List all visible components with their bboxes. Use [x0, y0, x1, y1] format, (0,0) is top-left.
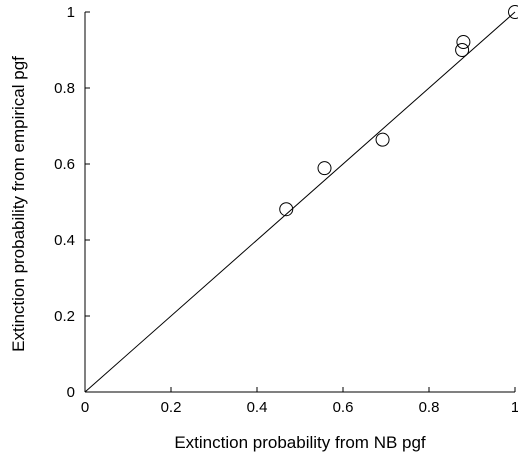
y-tick-label: 0.6 [54, 156, 75, 173]
x-tick-label: 0.8 [419, 399, 440, 416]
data-point [457, 36, 470, 49]
y-tick-label: 0 [67, 384, 75, 401]
data-point [318, 162, 331, 175]
x-axis-title: Extinction probability from NB pgf [174, 433, 426, 452]
y-axis-title: Extinction probability from empirical pg… [9, 56, 28, 352]
data-point [509, 6, 518, 19]
data-point [376, 133, 389, 146]
x-tick-label: 0.2 [161, 399, 182, 416]
y-tick-label: 0.2 [54, 308, 75, 325]
x-tick-label: 1 [511, 399, 518, 416]
x-tick-label: 0.6 [333, 399, 354, 416]
reference-line [85, 12, 515, 392]
x-tick-label: 0.4 [247, 399, 268, 416]
plot-area: 0 0.2 0.4 0.6 0.8 1 0 0.2 0.4 0.6 0.8 1 [54, 4, 518, 416]
y-tick-label: 1 [67, 4, 75, 21]
x-tick-label: 0 [81, 399, 89, 416]
y-tick-label: 0.8 [54, 80, 75, 97]
y-tick-label: 0.4 [54, 232, 75, 249]
